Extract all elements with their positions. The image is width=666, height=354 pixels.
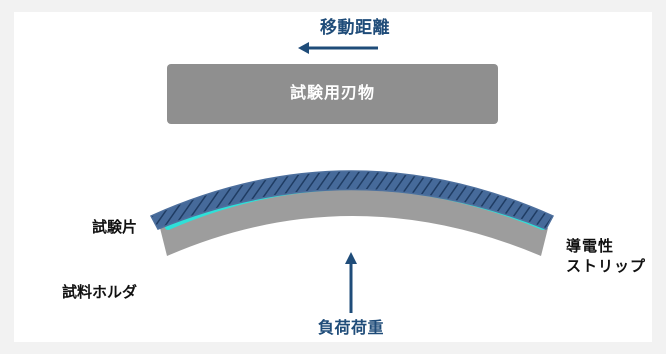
test-blade-box (167, 64, 498, 124)
load-arrow-icon (345, 252, 357, 313)
sample-holder-shape (160, 185, 548, 256)
conductive-strip-label: 導電性 ストリップ (566, 236, 646, 276)
test-blade-label: 試験用刃物 (289, 83, 375, 102)
sample-holder-label: 試料ホルダ (62, 283, 138, 301)
conductive-strip-label-line-2: ストリップ (566, 257, 647, 275)
movement-arrow-icon (298, 42, 378, 54)
test-piece-shape (149, 170, 555, 230)
conductive-strip-label-line-1: 導電性 (566, 237, 615, 255)
load-label: 負荷荷重 (317, 318, 384, 337)
movement-distance-label: 移動距離 (320, 18, 390, 38)
test-piece-label: 試験片 (92, 218, 138, 236)
